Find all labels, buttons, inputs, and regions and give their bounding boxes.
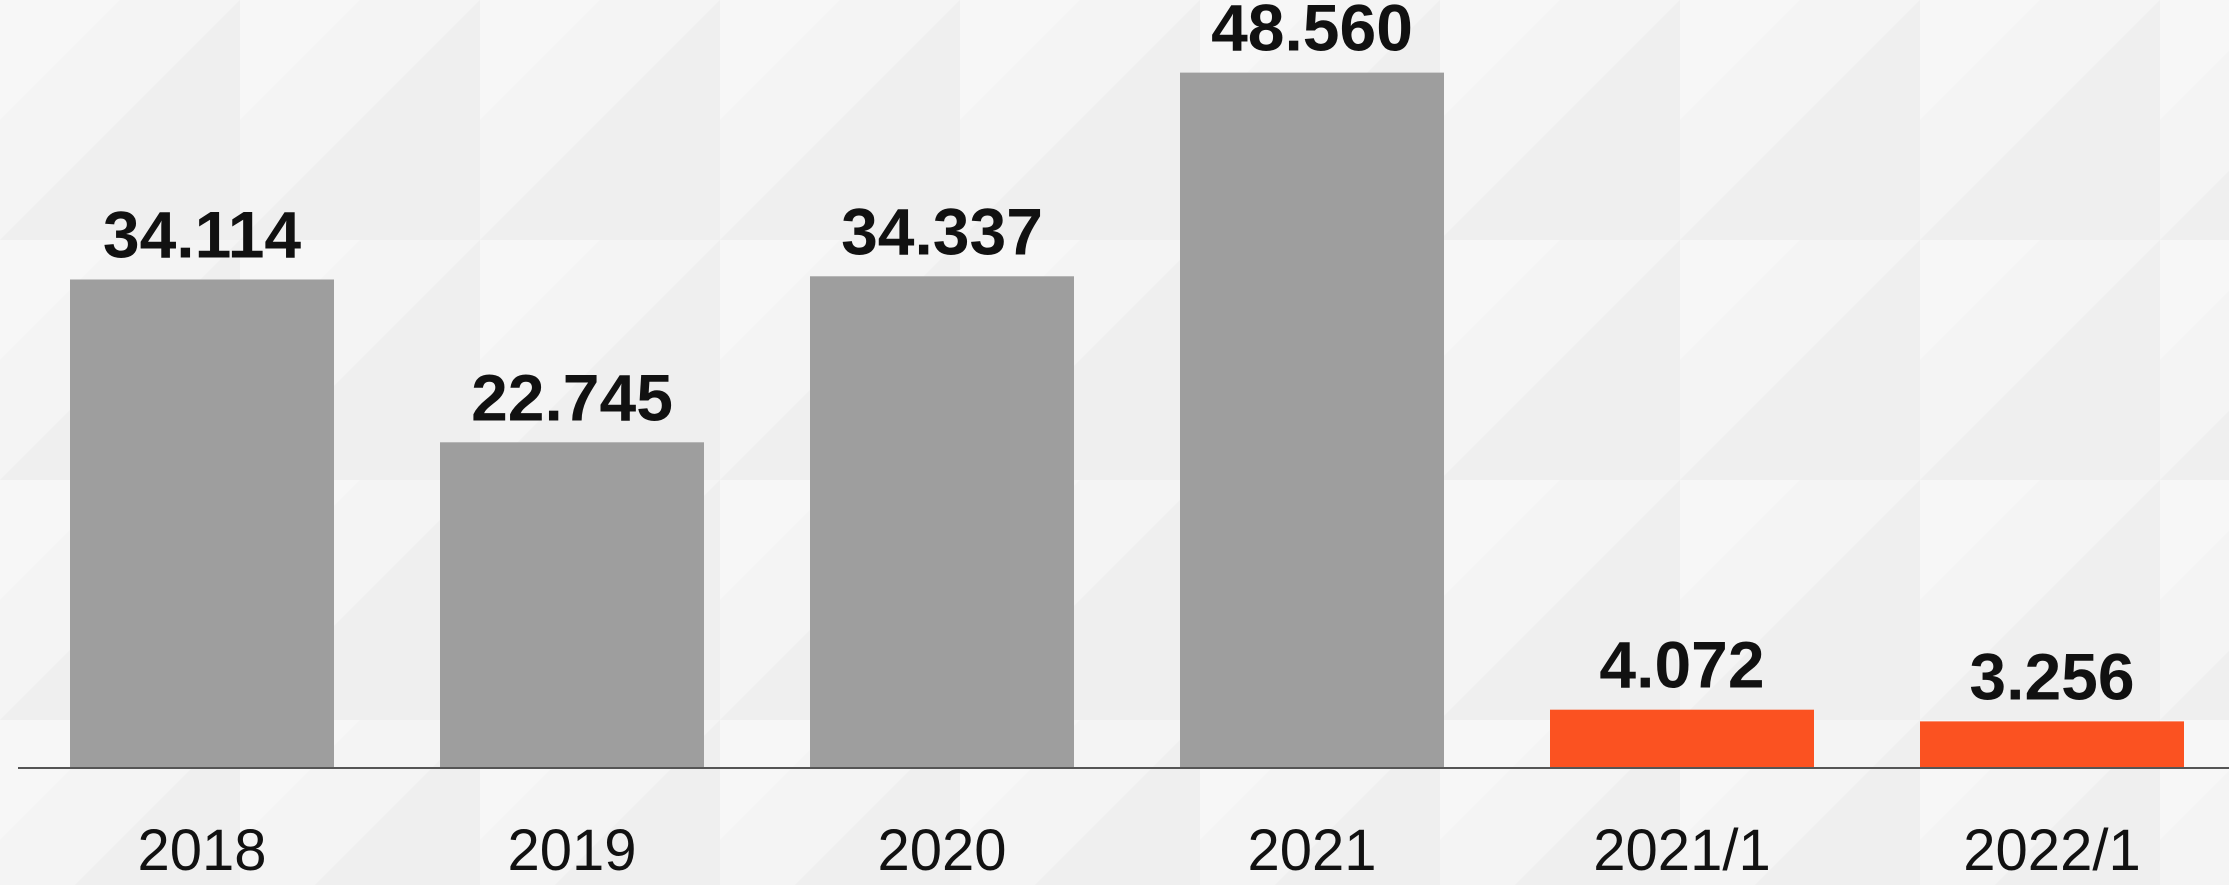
bar-2021 — [1180, 72, 1444, 769]
value-label-2020: 34.337 — [841, 194, 1043, 268]
bar-2022-1 — [1920, 721, 2184, 768]
bar-2021-1 — [1550, 709, 1814, 768]
value-label-2018: 34.114 — [103, 197, 302, 271]
category-label-2022-1: 2022/1 — [1963, 818, 2140, 883]
category-label-2020: 2020 — [877, 818, 1006, 883]
category-labels-layer: 2018 2019 2020 2021 2021/1 2022/1 — [137, 818, 2140, 883]
bars-layer — [70, 72, 2184, 769]
value-label-2019: 22.745 — [471, 360, 673, 434]
value-label-2021: 48.560 — [1211, 0, 1413, 65]
bar-2019 — [440, 442, 704, 768]
value-label-2021-1: 4.072 — [1599, 628, 1764, 702]
value-labels-layer: 34.114 22.745 34.337 48.560 4.072 3.256 — [103, 0, 2135, 713]
value-label-2022-1: 3.256 — [1969, 639, 2134, 713]
bar-2020 — [810, 276, 1074, 768]
category-label-2021-1: 2021/1 — [1593, 818, 1770, 883]
bar-2018 — [70, 279, 334, 768]
category-label-2021: 2021 — [1247, 818, 1376, 883]
category-label-2018: 2018 — [137, 818, 266, 883]
category-label-2019: 2019 — [507, 818, 636, 883]
